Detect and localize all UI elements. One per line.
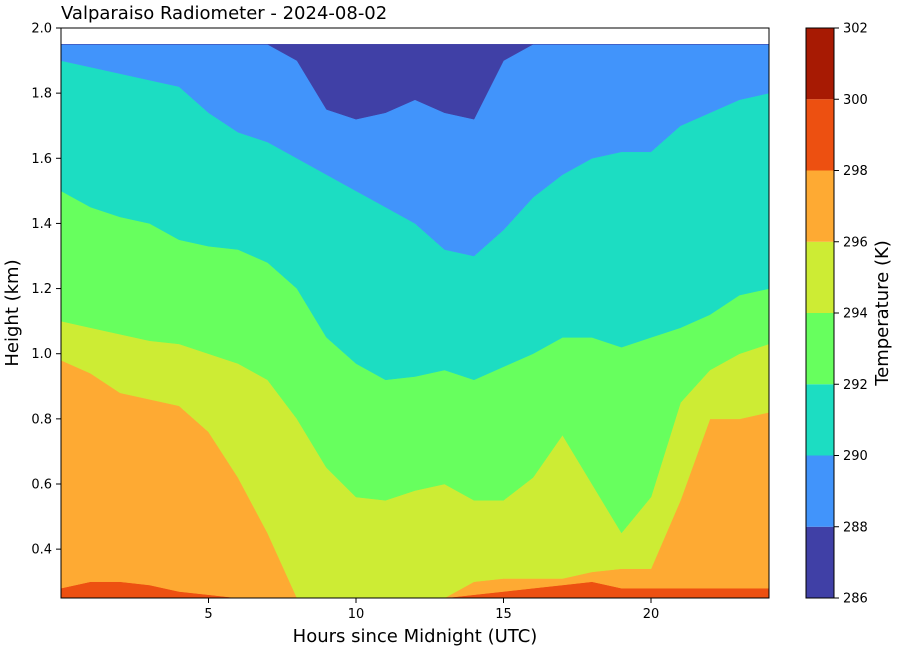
y-tick-label: 0.4 — [31, 543, 52, 558]
plot-frame — [60, 27, 770, 599]
y-tick-label: 1.8 — [31, 87, 52, 102]
colorbar-tick-label: 286 — [843, 592, 868, 607]
chart-title: Valparaiso Radiometer - 2024-08-02 — [61, 3, 387, 24]
colorbar-tick-label: 294 — [843, 307, 868, 322]
colorbar-segment — [806, 384, 834, 456]
y-tick-label: 1.6 — [31, 152, 52, 167]
colorbar-tick-label: 292 — [843, 378, 868, 393]
colorbar — [805, 27, 835, 599]
y-tick-label: 0.6 — [31, 478, 52, 493]
y-tick-label: 1.0 — [31, 347, 52, 362]
y-tick-label: 2.0 — [31, 22, 52, 37]
colorbar-segment — [806, 241, 834, 313]
x-axis-ticks: 5 10 15 20 — [204, 598, 659, 622]
x-tick-label: 5 — [204, 607, 212, 622]
x-axis-label: Hours since Midnight (UTC) — [293, 626, 538, 647]
colorbar-segment — [806, 455, 834, 527]
colorbar-tick-label: 300 — [843, 93, 868, 108]
y-tick-label: 0.8 — [31, 412, 52, 427]
colorbar-label: Temperature (K) — [872, 240, 893, 387]
x-tick-label: 10 — [348, 607, 365, 622]
y-tick-label: 1.2 — [31, 282, 52, 297]
x-tick-label: 15 — [495, 607, 512, 622]
y-axis-label: Height (km) — [2, 259, 23, 366]
colorbar-segment — [806, 526, 834, 598]
colorbar-segment — [806, 313, 834, 385]
band-286-288 — [61, 44, 769, 120]
y-tick-label: 1.4 — [31, 217, 52, 232]
colorbar-segment — [806, 99, 834, 171]
colorbar-tick-label: 288 — [843, 520, 868, 535]
colorbar-tick-label: 296 — [843, 235, 868, 250]
colorbar-segment — [806, 170, 834, 242]
colorbar-tick-label: 302 — [843, 22, 868, 37]
colorbar-tick-label: 290 — [843, 449, 868, 464]
colorbar-ticks: 286 288 290 292 294 296 298 300 302 — [834, 22, 868, 607]
x-tick-label: 20 — [643, 607, 660, 622]
y-axis-ticks: 0.4 0.6 0.8 1.0 1.2 1.4 1.6 1.8 2.0 — [31, 22, 61, 558]
temperature-contour-fills — [60, 44, 770, 599]
colorbar-segment — [806, 28, 834, 100]
colorbar-tick-label: 298 — [843, 164, 868, 179]
